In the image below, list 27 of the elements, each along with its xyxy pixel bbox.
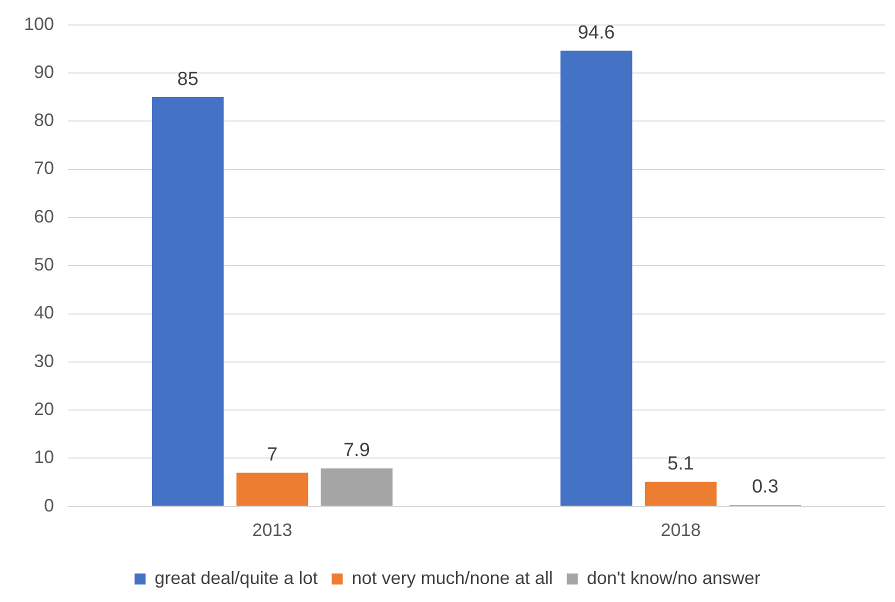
bar	[152, 97, 224, 506]
data-label: 94.6	[578, 22, 615, 44]
legend-label: not very much/none at all	[352, 568, 553, 588]
legend-label: great deal/quite a lot	[154, 568, 318, 588]
y-tick-label: 10	[34, 447, 54, 468]
data-label: 5.1	[668, 454, 694, 475]
y-tick-label: 0	[44, 495, 54, 516]
y-tick-label: 60	[34, 206, 54, 226]
y-tick-label: 80	[34, 110, 54, 130]
data-label: 7.9	[343, 440, 370, 462]
y-tick-label: 100	[24, 14, 54, 34]
x-tick-label: 2013	[252, 520, 292, 540]
data-label: 7	[266, 444, 278, 466]
y-tick-label: 40	[34, 302, 54, 323]
bar	[236, 472, 308, 506]
y-tick-label: 20	[34, 399, 54, 420]
legend-label: don't know/no answer	[586, 568, 760, 588]
data-label: 0.3	[752, 476, 778, 498]
data-label: 85	[177, 68, 198, 90]
y-tick-label: 70	[34, 158, 54, 178]
y-tick-label: 50	[34, 254, 54, 275]
y-tick-label: 30	[34, 350, 54, 371]
bar	[644, 482, 717, 506]
bar	[320, 468, 393, 506]
y-tick-label: 90	[34, 62, 54, 82]
bar	[560, 50, 632, 506]
x-tick-label: 2018	[660, 520, 701, 540]
